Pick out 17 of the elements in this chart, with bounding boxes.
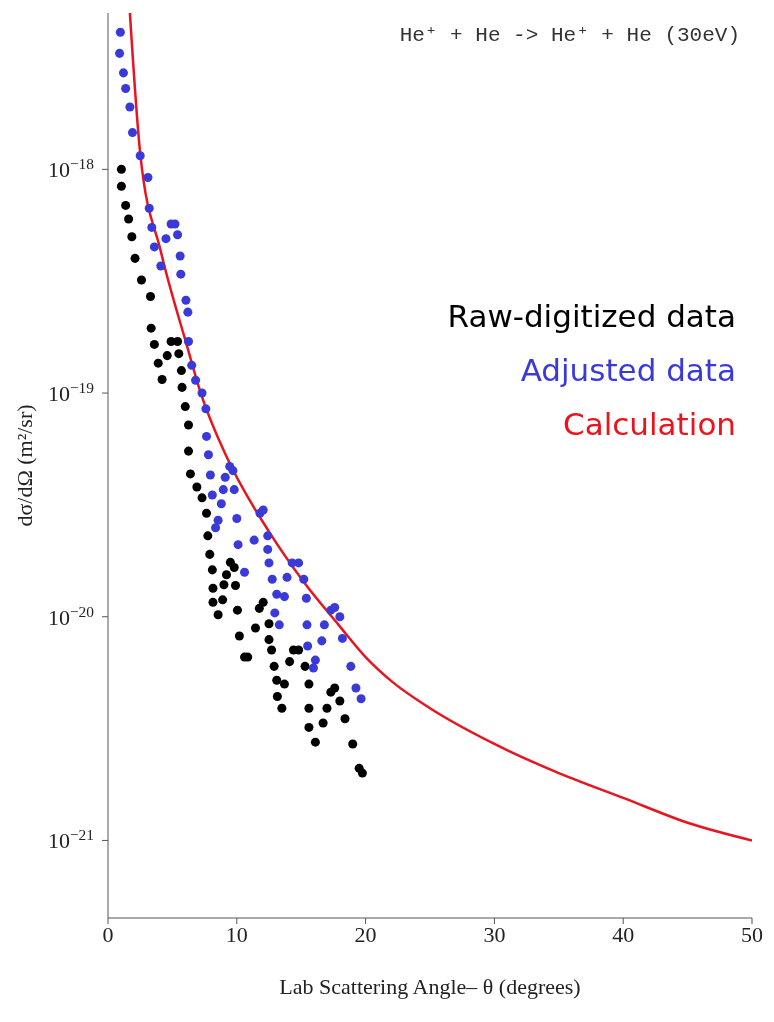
x-tick-label: 20 bbox=[354, 921, 377, 947]
text: Adjusted data bbox=[519, 352, 736, 388]
x-tick-label: 50 bbox=[741, 921, 763, 947]
x-tick-label: 40 bbox=[612, 921, 635, 947]
annotation: He⁺ + He -> He⁺ + He (30eV) bbox=[399, 23, 740, 47]
text: Raw-digitized data bbox=[447, 298, 736, 334]
x-axis-title: Lab Scattering Angle– θ (degrees) bbox=[279, 974, 581, 999]
y-axis-title: dσ/dΩ (m²/sr) bbox=[11, 404, 37, 527]
text: Calculation bbox=[562, 406, 736, 442]
y-tick-label: 10$^{−18}$ bbox=[47, 154, 95, 183]
x-tick-label: 30 bbox=[483, 921, 506, 947]
y-tick-label: 10$^{−20}$ bbox=[47, 602, 95, 630]
y-tick-label: 10$^{−21}$ bbox=[47, 825, 94, 854]
x-tick-label: 0 bbox=[102, 921, 114, 947]
x-tick-label: 10 bbox=[225, 921, 248, 947]
y-tick-label: 10$^{−19}$ bbox=[47, 378, 95, 407]
line-series bbox=[128, 13, 752, 842]
